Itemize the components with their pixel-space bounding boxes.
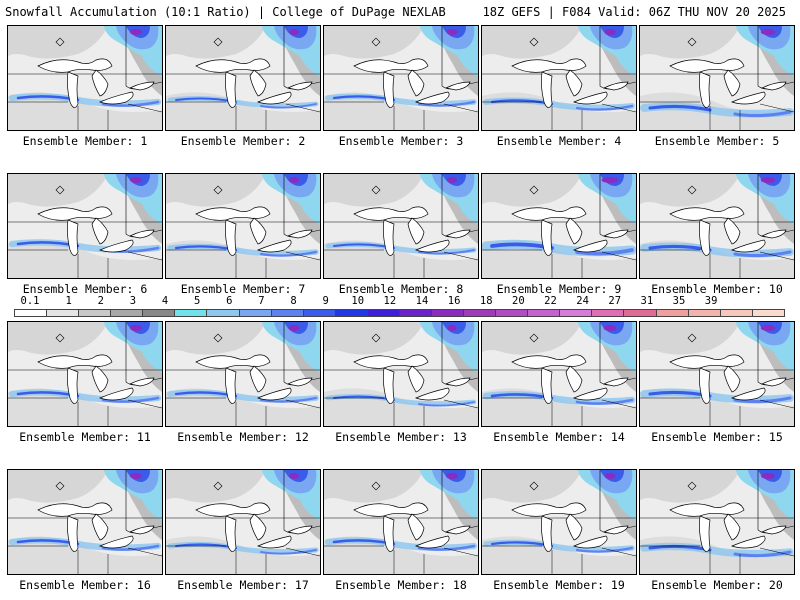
ensemble-member-label: Ensemble Member: 2 bbox=[180, 134, 306, 148]
colorbar-label: 6 bbox=[226, 295, 233, 307]
colorbar-swatch bbox=[560, 310, 593, 316]
ensemble-member-label: Ensemble Member: 7 bbox=[180, 282, 306, 296]
snowfall-map bbox=[7, 173, 163, 279]
colorbar-label: 9 bbox=[322, 295, 329, 307]
ensemble-member-label: Ensemble Member: 13 bbox=[335, 430, 467, 444]
colorbar-swatches bbox=[14, 309, 785, 317]
snowfall-map bbox=[639, 321, 795, 427]
ensemble-member-label: Ensemble Member: 20 bbox=[651, 578, 783, 592]
ensemble-member-label: Ensemble Member: 6 bbox=[22, 282, 148, 296]
ensemble-member-label: Ensemble Member: 4 bbox=[496, 134, 622, 148]
snowfall-map bbox=[7, 25, 163, 131]
run-valid-time: 18Z GEFS | F084 Valid: 06Z THU NOV 20 20… bbox=[482, 5, 786, 19]
ensemble-member-label: Ensemble Member: 16 bbox=[19, 578, 151, 592]
colorbar-label: 39 bbox=[704, 295, 718, 307]
colorbar-swatch bbox=[143, 310, 176, 316]
colorbar-label: 1 bbox=[65, 295, 72, 307]
ensemble-member-label: Ensemble Member: 10 bbox=[651, 282, 783, 296]
ensemble-member-label: Ensemble Member: 5 bbox=[654, 134, 780, 148]
snowfall-map bbox=[165, 321, 321, 427]
colorbar-swatch bbox=[79, 310, 112, 316]
colorbar-label: 2 bbox=[97, 295, 104, 307]
snowfall-map bbox=[639, 469, 795, 575]
colorbar-label: 31 bbox=[640, 295, 654, 307]
colorbar-label: 27 bbox=[608, 295, 622, 307]
colorbar-swatch bbox=[720, 310, 753, 316]
snowfall-map bbox=[7, 321, 163, 427]
snowfall-map bbox=[639, 25, 795, 131]
colorbar-label: 18 bbox=[479, 295, 493, 307]
snowfall-map bbox=[7, 469, 163, 575]
snowfall-map bbox=[481, 173, 637, 279]
snowfall-map bbox=[639, 173, 795, 279]
ensemble-member-label: Ensemble Member: 12 bbox=[177, 430, 309, 444]
snowfall-map bbox=[481, 25, 637, 131]
colorbar-label: 10 bbox=[351, 295, 365, 307]
colorbar-swatch bbox=[464, 310, 497, 316]
colorbar-label: 35 bbox=[672, 295, 686, 307]
snowfall-map bbox=[165, 173, 321, 279]
ensemble-member-label: Ensemble Member: 19 bbox=[493, 578, 625, 592]
colorbar-label: 20 bbox=[512, 295, 525, 307]
colorbar-swatch bbox=[592, 310, 625, 316]
colorbar-swatch bbox=[688, 310, 721, 316]
chart-title: Snowfall Accumulation (10:1 Ratio) | Col… bbox=[5, 5, 446, 19]
colorbar-label: 14 bbox=[415, 295, 429, 307]
colorbar-swatch bbox=[496, 310, 529, 316]
colorbar-swatch bbox=[335, 310, 368, 316]
colorbar-label: 22 bbox=[544, 295, 557, 307]
colorbar-swatch bbox=[271, 310, 304, 316]
ensemble-member-label: Ensemble Member: 15 bbox=[651, 430, 783, 444]
colorbar-label: 5 bbox=[193, 295, 201, 307]
colorbar-label: 0.1 bbox=[20, 295, 40, 307]
colorbar-swatch bbox=[399, 310, 433, 316]
snowfall-map bbox=[165, 25, 321, 131]
ensemble-member-label: Ensemble Member: 3 bbox=[338, 134, 464, 148]
colorbar-swatch bbox=[15, 310, 48, 316]
ensemble-member-label: Ensemble Member: 1 bbox=[22, 134, 148, 148]
colorbar-swatch bbox=[47, 310, 80, 316]
colorbar-swatch bbox=[432, 310, 465, 316]
colorbar-swatch bbox=[111, 310, 144, 316]
colorbar-swatch bbox=[303, 310, 336, 316]
snowfall-map bbox=[323, 321, 479, 427]
colorbar-swatch bbox=[207, 310, 240, 316]
colorbar-swatch bbox=[656, 310, 689, 316]
snowfall-map bbox=[323, 173, 479, 279]
colorbar-swatch bbox=[175, 310, 208, 316]
ensemble-member-label: Ensemble Member: 8 bbox=[338, 282, 464, 296]
ensemble-member-label: Ensemble Member: 18 bbox=[335, 578, 467, 592]
colorbar-label: 3 bbox=[129, 295, 137, 307]
colorbar-swatch bbox=[239, 310, 272, 316]
colorbar-label: 16 bbox=[447, 295, 461, 307]
colorbar-label: 4 bbox=[161, 295, 169, 307]
colorbar-swatch bbox=[624, 310, 657, 316]
colorbar-label: 12 bbox=[383, 295, 397, 307]
snowfall-map bbox=[481, 469, 637, 575]
snowfall-map bbox=[165, 469, 321, 575]
colorbar-label: 8 bbox=[290, 295, 297, 307]
snowfall-map bbox=[481, 321, 637, 427]
ensemble-member-label: Ensemble Member: 11 bbox=[19, 430, 151, 444]
colorbar-label: 24 bbox=[576, 295, 589, 307]
colorbar-swatch bbox=[752, 310, 784, 316]
snowfall-map bbox=[323, 469, 479, 575]
colorbar-swatch bbox=[367, 310, 400, 316]
snowfall-map bbox=[323, 25, 479, 131]
ensemble-member-label: Ensemble Member: 9 bbox=[496, 282, 622, 296]
colorbar-swatch bbox=[528, 310, 561, 316]
colorbar-labels: 0.1 1 2 3 4 5 6 7 8 9 10 12 14 16 18 20 22 24 27 31 35 39 bbox=[14, 296, 785, 307]
colorbar-label: 7 bbox=[258, 295, 265, 307]
ensemble-member-label: Ensemble Member: 17 bbox=[177, 578, 309, 592]
ensemble-member-label: Ensemble Member: 14 bbox=[493, 430, 625, 444]
